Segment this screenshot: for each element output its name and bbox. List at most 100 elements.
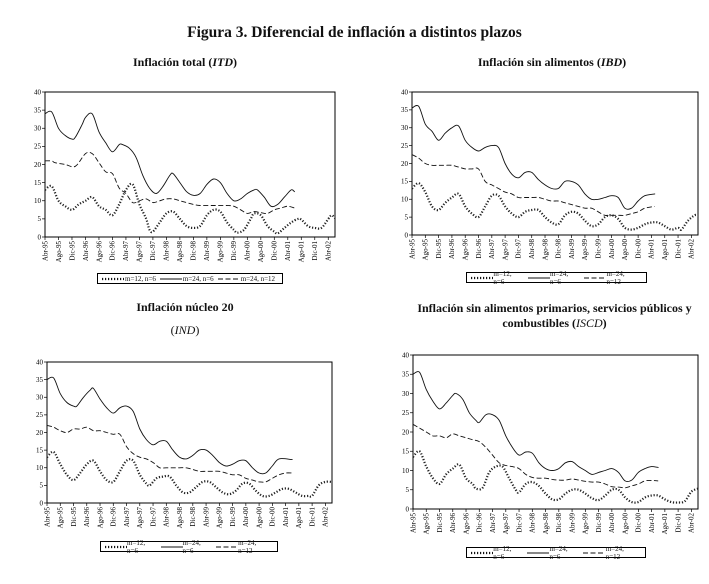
x-tick-label: Dic-95 xyxy=(436,513,444,533)
legend: m=12, n=6 m=24, n=6 m=24, n=12 xyxy=(97,273,283,284)
legend-swatch xyxy=(471,276,493,279)
x-tick-label: Dic-96 xyxy=(475,239,483,259)
x-tick-label: Abr-01 xyxy=(648,513,656,534)
y-tick-label: 5 xyxy=(405,213,409,221)
x-tick-label: Ago-99 xyxy=(216,507,224,529)
x-tick-label: Dic-98 xyxy=(555,513,563,533)
figure-title: Figura 3. Diferencial de inflación a dis… xyxy=(187,24,522,41)
legend-label: m=24, n=12 xyxy=(238,538,257,555)
y-tick-label: 15 xyxy=(36,446,44,454)
y-tick-label: 0 xyxy=(406,505,410,513)
legend-label: m=24, n=6 xyxy=(549,269,569,286)
x-tick-label: Dic-95 xyxy=(68,241,76,261)
series-line-m-12-n-6 xyxy=(44,182,336,235)
y-tick-label: 20 xyxy=(402,428,410,436)
x-tick-label: Ago-95 xyxy=(423,513,431,535)
series-line-m-24-n-6 xyxy=(44,110,295,208)
y-tick-label: 20 xyxy=(36,429,44,437)
x-tick-label: Ago-97 xyxy=(501,239,509,261)
title-text: ( xyxy=(170,323,175,337)
x-tick-label: Abr-99 xyxy=(568,513,576,534)
legend-label: m=24, n=12 xyxy=(605,544,624,561)
x-tick-label: Dic-99 xyxy=(595,513,603,533)
x-tick-label: Abr-99 xyxy=(568,239,576,260)
x-tick-label: Abr-96 xyxy=(83,507,91,528)
chart-ibd: 0 5 10 15 20 25 30 35 40 Abr-95 Ago-95 Dic-95 Abr-96… xyxy=(401,88,699,261)
x-tick-label: Ago-01 xyxy=(295,507,303,529)
x-tick-label: Ago-98 xyxy=(542,513,550,535)
y-tick-label: 30 xyxy=(401,124,409,132)
y-tick-label: 0 xyxy=(40,499,44,507)
legend-item: m=12, n=6 xyxy=(101,275,156,283)
plot-frame xyxy=(412,354,699,510)
title-code: IND xyxy=(174,323,196,337)
x-tick-label: Dic-01 xyxy=(311,241,319,261)
legend-item: m=12, n=6 xyxy=(470,270,524,286)
x-tick-label: Abr-97 xyxy=(122,241,130,262)
y-tick-label: 20 xyxy=(34,161,42,169)
x-tick-label: Abr-00 xyxy=(242,507,250,528)
x-tick-label: Abr-97 xyxy=(489,513,497,534)
y-tick-label: 15 xyxy=(402,448,410,456)
x-tick-label: Dic-96 xyxy=(110,507,118,527)
y-tick-label: 30 xyxy=(402,390,410,398)
legend-swatch xyxy=(471,551,493,554)
y-tick-label: 5 xyxy=(406,486,410,494)
x-tick-label: Ago-99 xyxy=(582,513,590,535)
y-tick-label: 5 xyxy=(40,482,44,490)
x-tick-label: Abr-02 xyxy=(688,513,696,534)
x-tick-label: Abr-99 xyxy=(202,507,210,528)
x-tick-label: Dic-00 xyxy=(271,241,279,261)
legend-swatch xyxy=(584,277,607,278)
x-tick-label: Ago-96 xyxy=(462,239,470,261)
y-tick-label: 15 xyxy=(401,178,409,186)
x-tick-label: Dic-00 xyxy=(635,513,643,533)
legend-label: m=24, n=6 xyxy=(549,544,568,561)
x-tick-label: Abr-98 xyxy=(528,239,536,260)
x-tick-label: Abr-00 xyxy=(608,239,616,260)
x-tick-label: Abr-01 xyxy=(648,239,656,260)
x-tick-label: Dic-96 xyxy=(109,241,117,261)
x-tick-label: Abr-02 xyxy=(322,507,330,528)
x-tick-label: Ago-96 xyxy=(96,507,104,529)
legend-label: m=24, n=12 xyxy=(606,269,625,286)
legend-label: m=12, n=6 xyxy=(125,274,156,283)
chart-iscd: 0 5 10 15 20 25 30 35 40 Abr-95 Ago-95 Dic-95 Abr-96… xyxy=(402,351,699,535)
plot-frame xyxy=(46,361,333,504)
chart-title-ibd: Inflación sin alimentos (IBD) xyxy=(427,55,677,70)
series-line-m-12-n-6 xyxy=(411,182,699,231)
legend-item: m=24, n=6 xyxy=(159,275,214,283)
x-tick-label: Dic-00 xyxy=(634,239,642,259)
series-line-m-24-n-12 xyxy=(46,424,293,483)
legend-swatch xyxy=(583,552,606,553)
series-line-m-24-n-12 xyxy=(412,423,659,489)
legend-swatch xyxy=(102,277,124,280)
x-tick-label: Ago-98 xyxy=(176,241,184,263)
x-tick-label: Dic-97 xyxy=(515,239,523,259)
x-tick-label: Ago-00 xyxy=(621,513,629,535)
series-line-m-12-n-6 xyxy=(412,449,699,504)
x-tick-label: Dic-97 xyxy=(149,241,157,261)
series-line-m-24-n-12 xyxy=(411,154,655,217)
legend-label: m=24, n=12 xyxy=(240,274,276,283)
x-tick-label: Abr-00 xyxy=(608,513,616,534)
y-tick-label: 10 xyxy=(36,464,44,472)
x-tick-label: Dic-01 xyxy=(308,507,316,527)
x-tick-label: Dic-99 xyxy=(595,239,603,259)
legend-label: m=12, n=6 xyxy=(493,269,512,286)
x-tick-label: Dic-97 xyxy=(515,513,523,533)
y-tick-label: 15 xyxy=(34,179,42,187)
x-tick-label: Ago-97 xyxy=(136,507,144,529)
x-tick-label: Dic-95 xyxy=(70,507,78,527)
x-tick-label: Ago-01 xyxy=(661,239,669,261)
y-tick-label: 25 xyxy=(401,142,409,150)
y-tick-label: 35 xyxy=(36,376,44,384)
x-tick-label: Dic-95 xyxy=(435,239,443,259)
legend-item: m=24, n=6 xyxy=(527,270,581,286)
legend-label: m=12, n=6 xyxy=(493,544,512,561)
x-tick-label: Dic-99 xyxy=(230,241,238,261)
x-tick-label: Ago-95 xyxy=(57,507,65,529)
x-tick-label: Ago-96 xyxy=(95,241,103,263)
legend-swatch xyxy=(527,552,550,553)
y-tick-label: 40 xyxy=(36,358,44,366)
